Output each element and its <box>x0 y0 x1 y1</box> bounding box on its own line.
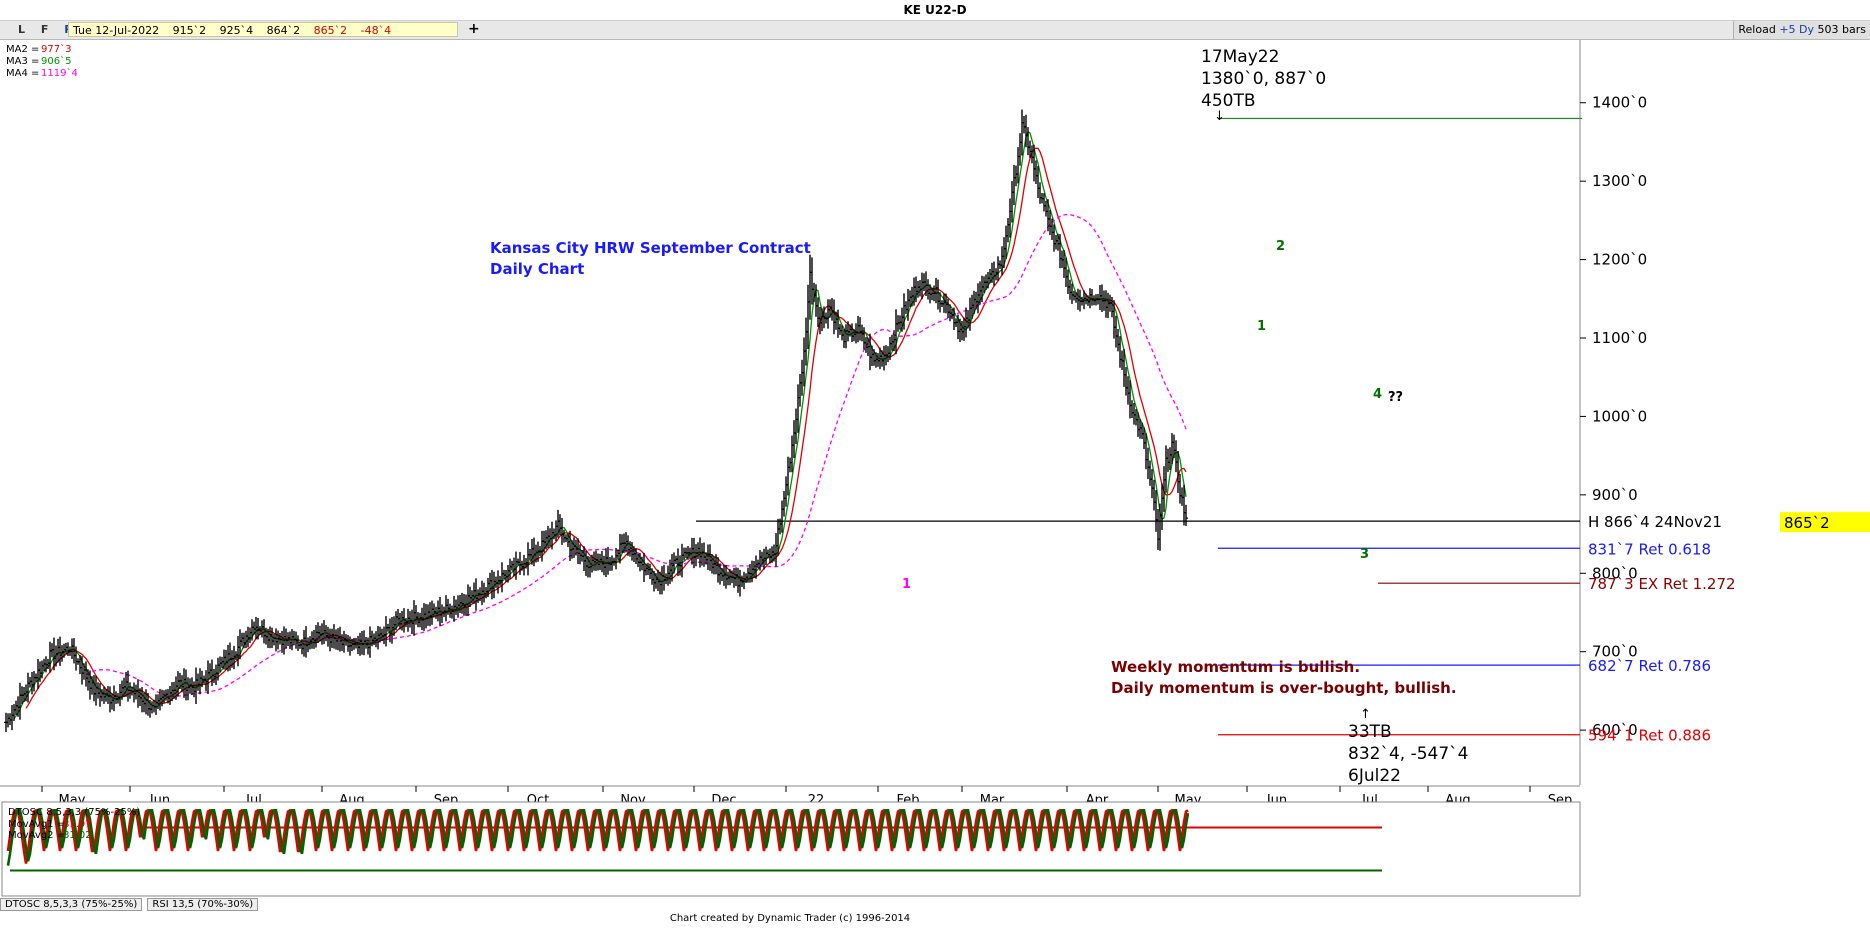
osc-title: DTOSC 8,5,3,3 (75%-25%) <box>8 807 140 818</box>
ohlc-high: 925`4 <box>219 24 254 37</box>
y-tick-label: 800`0 <box>1592 564 1638 582</box>
ohlc-readout: Tue 12-Jul-2022 915`2 925`4 864`2 865`2 … <box>68 22 458 37</box>
momentum-note-line: Daily momentum is over-bought, bullish. <box>1111 679 1457 697</box>
chart-title-text: Kansas City HRW September Contract <box>490 239 811 257</box>
tab-dtosc[interactable]: DTOSC 8,5,3,3 (75%-25%) <box>0 898 143 911</box>
chart-subtitle-text: Daily Chart <box>490 260 584 278</box>
y-tick-label: 900`0 <box>1592 486 1638 504</box>
level-label: 594`1 Ret 0.886 <box>1588 727 1711 745</box>
y-tick-label: 600`0 <box>1592 721 1638 739</box>
level-label: 682`7 Ret 0.786 <box>1588 657 1711 675</box>
high-label-line: 450TB <box>1201 91 1256 111</box>
osc-series-value: 81.02 <box>63 830 92 841</box>
level-label: 831`7 Ret 0.618 <box>1588 540 1711 558</box>
credit-text: Chart created by Dynamic Trader (c) 1996… <box>669 913 911 924</box>
momentum-note-line: Weekly momentum is bullish. <box>1111 658 1360 676</box>
price-bars <box>4 109 1188 732</box>
y-tick-label: 700`0 <box>1592 643 1638 661</box>
f-button[interactable]: F <box>40 23 55 36</box>
feb-marker: 1 <box>902 577 911 592</box>
osc-series-label: MovAvg2 = <box>8 830 65 841</box>
toolbar: L F R Tue 12-Jul-2022 915`2 925`4 864`2 … <box>0 21 1870 40</box>
add-symbol-button[interactable]: + <box>468 21 480 37</box>
ohlc-change: -48`4 <box>360 24 392 37</box>
high-arrow: ↓ <box>1214 109 1225 124</box>
high-label-line: 1380`0, 887`0 <box>1201 69 1326 89</box>
high-label-line: 17May22 <box>1201 47 1279 67</box>
oscillator-lines <box>6 808 1382 872</box>
ma-legend-value: 977`3 <box>41 43 71 55</box>
wave-1: 1 <box>1257 319 1266 334</box>
current-price-tag: 865`2 <box>1780 512 1870 533</box>
low-arrow: ↑ <box>1360 707 1371 722</box>
ohlc-open: 915`2 <box>172 24 207 37</box>
low-label-line: 832`4, -547`4 <box>1348 744 1468 764</box>
wave-2: 2 <box>1276 239 1285 254</box>
indicator-tabs: DTOSC 8,5,3,3 (75%-25%) RSI 13,5 (70%-30… <box>0 898 260 914</box>
level-label: H 866`4 24Nov21 <box>1588 513 1722 531</box>
wave-3: 3 <box>1360 547 1369 562</box>
ma-legend-label: MA3 = <box>6 56 39 67</box>
low-label-line: 33TB <box>1348 722 1392 742</box>
current-price-value: 865`2 <box>1784 514 1830 532</box>
y-tick-label: 1300`0 <box>1592 172 1647 190</box>
current-price-box <box>1780 512 1870 533</box>
osc-series-label: MovAvg1 = <box>8 819 65 830</box>
ohlc-close: 865`2 <box>313 24 348 37</box>
osc-series-movavg2 <box>6 808 1190 866</box>
chart-title: Kansas City HRW September Contract Daily … <box>490 239 811 278</box>
wave-question: ?? <box>1388 390 1403 405</box>
ma-line-ma4 <box>85 213 1187 697</box>
days-button[interactable]: +5 Dy <box>1779 23 1815 36</box>
level-label: 787`3 EX Ret 1.272 <box>1588 575 1736 593</box>
y-tick-label: 1000`0 <box>1592 407 1647 425</box>
bars-count: 503 bars <box>1817 23 1866 36</box>
tab-rsi[interactable]: RSI 13,5 (70%-30%) <box>147 898 259 911</box>
y-tick-label: 1200`0 <box>1592 251 1647 269</box>
levels: H 866`4 24Nov21 831`7 Ret 0.618 787`3 EX R… <box>696 117 1736 745</box>
ma-legend-value: 1119`4 <box>41 67 78 79</box>
wave-4: 4 <box>1373 387 1382 402</box>
osc-series-value: 81.97 <box>63 819 92 830</box>
window-title: KE U22-D <box>0 0 1870 21</box>
ohlc-date: Tue 12-Jul-2022 <box>73 24 160 37</box>
ohlc-low: 864`2 <box>266 24 301 37</box>
l-button[interactable]: L <box>18 23 32 36</box>
toolbar-right: Reload +5 Dy 503 bars <box>1733 21 1870 39</box>
y-axis: 600`0 700`0 800`0 900`0 1000`0 1100`0 1200`0 13… <box>1580 94 1647 739</box>
ma-legend-label: MA2 = <box>6 44 39 55</box>
low-label-line: 6Jul22 <box>1348 766 1401 786</box>
oscillator-pane: DTOSC 8,5,3,3 (75%-25%)MovAvg1 =81.97Mov… <box>1 801 1581 897</box>
ma-legend-value: 906`5 <box>41 55 71 67</box>
reload-button[interactable]: Reload <box>1738 23 1776 36</box>
y-tick-label: 1100`0 <box>1592 329 1647 347</box>
ma-legend-label: MA4 = <box>6 68 39 79</box>
price-pane: 600`0700`0800`0900`01000`01100`01200`013… <box>0 40 1870 808</box>
oscillator-legend: DTOSC 8,5,3,3 (75%-25%)MovAvg1 =81.97Mov… <box>8 807 140 841</box>
y-tick-label: 1400`0 <box>1592 94 1647 112</box>
